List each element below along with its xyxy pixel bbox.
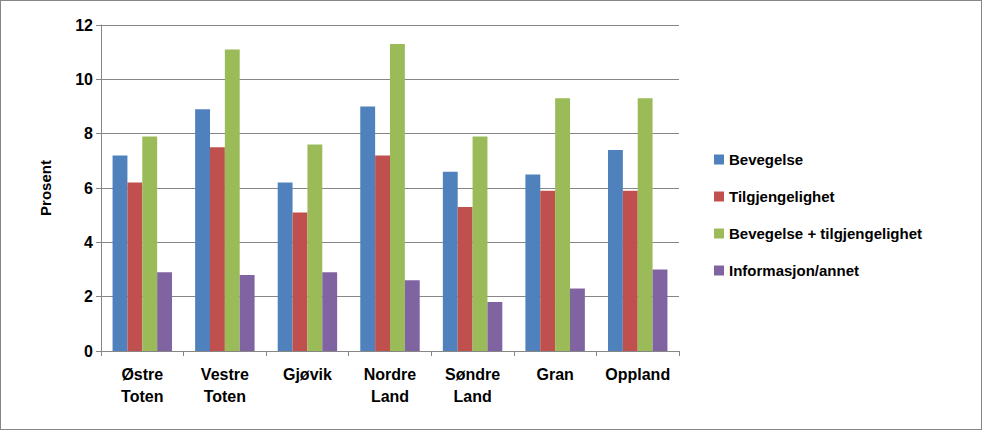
svg-text:Tilgjengelighet: Tilgjengelighet — [729, 188, 835, 205]
svg-text:Bevegelse: Bevegelse — [729, 151, 803, 168]
svg-text:Prosent: Prosent — [37, 160, 54, 216]
svg-text:Land: Land — [453, 388, 491, 405]
svg-text:4: 4 — [84, 234, 93, 251]
svg-text:Søndre: Søndre — [445, 366, 500, 383]
svg-text:Gran: Gran — [536, 366, 573, 383]
svg-text:Østre: Østre — [121, 366, 163, 383]
svg-text:8: 8 — [84, 125, 93, 142]
svg-text:Informasjon/annet: Informasjon/annet — [729, 262, 859, 279]
svg-text:Land: Land — [371, 388, 409, 405]
svg-text:12: 12 — [75, 17, 93, 34]
svg-text:6: 6 — [84, 180, 93, 197]
svg-text:Toten: Toten — [204, 388, 246, 405]
svg-text:Toten: Toten — [121, 388, 163, 405]
svg-text:2: 2 — [84, 288, 93, 305]
svg-text:Vestre: Vestre — [201, 366, 249, 383]
svg-text:10: 10 — [75, 71, 93, 88]
svg-text:0: 0 — [84, 343, 93, 360]
svg-text:Bevegelse + tilgjengelighet: Bevegelse + tilgjengelighet — [729, 225, 922, 242]
svg-text:Gjøvik: Gjøvik — [283, 366, 332, 383]
svg-text:Nordre: Nordre — [364, 366, 417, 383]
svg-text:Oppland: Oppland — [605, 366, 670, 383]
